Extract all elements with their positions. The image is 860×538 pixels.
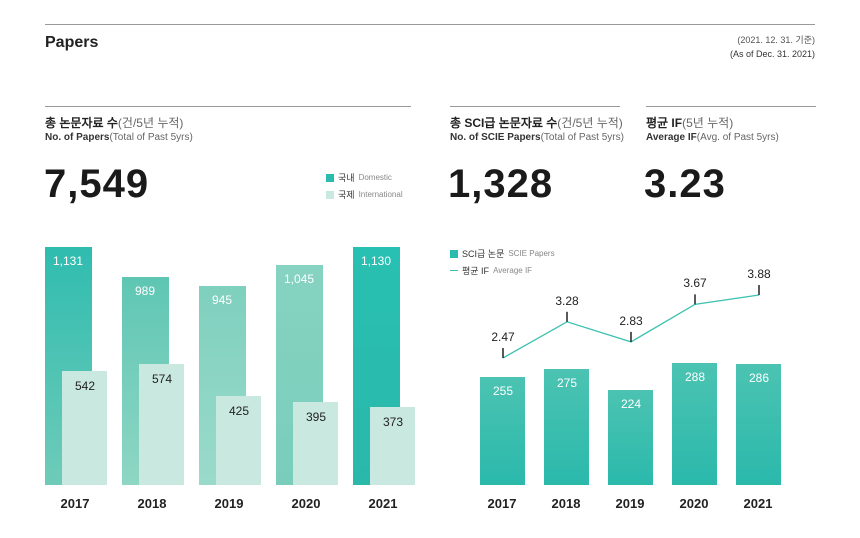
label-international: 373 [382, 414, 404, 429]
year-label: 2018 [137, 496, 167, 511]
bar-international [216, 395, 261, 485]
label-sci: 275 [556, 375, 578, 390]
year-label: 2021 [368, 496, 398, 511]
total-subtitle: No. of Papers(Total of Past 5yrs) [45, 132, 193, 143]
label-if: 3.28 [555, 293, 579, 308]
date-en: (As of Dec. 31. 2021) [729, 49, 815, 59]
year-label: 2020 [679, 496, 709, 511]
label-if: 3.67 [683, 276, 707, 291]
sci-title: 총 SCI급 논문자료 수(건/5년 누적) [450, 116, 623, 130]
total-value: 7,549 [44, 162, 150, 206]
label-international: 574 [151, 372, 173, 387]
label-sci: 255 [492, 384, 514, 398]
year-label: 2021 [743, 496, 773, 511]
year-label: 2020 [291, 496, 321, 511]
label-domestic: 1,045 [283, 272, 315, 287]
label-domestic: 1,130 [360, 254, 392, 269]
date-note: (2021. 12. 31. 기준) (As of Dec. 31. 2021) [730, 33, 815, 59]
label-domestic: 989 [134, 283, 156, 298]
legend-international: 국제 International [326, 188, 403, 201]
rule-sci [450, 106, 620, 107]
avg-value: 3.23 [644, 162, 726, 206]
top-rule [45, 24, 815, 25]
date-ko: (2021. 12. 31. 기준) [737, 35, 815, 45]
rule-avg [646, 106, 816, 107]
bar-international [293, 401, 338, 485]
label-sci: 286 [748, 370, 770, 385]
bar-sci [736, 363, 781, 485]
rule-total [45, 106, 411, 107]
label-domestic: 945 [211, 293, 233, 308]
page-title: Papers [45, 34, 99, 51]
label-sci: 288 [684, 370, 706, 385]
label-international: 425 [228, 403, 250, 418]
legend-left: 국내 Domestic 국제 International [326, 171, 403, 201]
year-label: 2017 [60, 496, 90, 511]
bar-international [62, 370, 107, 485]
label-sci: 224 [620, 397, 642, 412]
legend-domestic: 국내 Domestic [326, 171, 403, 184]
year-label: 2018 [551, 496, 581, 511]
legend-if: 평균 IF Average IF [450, 264, 555, 277]
bar-international [139, 364, 184, 485]
bar-international [370, 406, 415, 485]
if-line [502, 294, 760, 359]
label-international: 395 [305, 409, 327, 424]
bar-sci [480, 377, 525, 485]
label-if: 2.47 [491, 330, 515, 344]
label-international: 542 [74, 378, 96, 393]
label-domestic: 1,131 [52, 254, 84, 269]
year-label: 2019 [214, 496, 244, 511]
avg-title: 평균 IF(5년 누적) [646, 116, 734, 130]
sci-value: 1,328 [448, 162, 554, 206]
label-if: 2.83 [619, 313, 643, 328]
legend-right: SCI급 논문 SCIE Papers 평균 IF Average IF [450, 247, 555, 277]
year-label: 2017 [487, 496, 517, 511]
bar-sci [608, 390, 653, 485]
total-title: 총 논문자료 수(건/5년 누적) [45, 116, 184, 130]
label-if: 3.88 [747, 266, 771, 281]
bar-sci [544, 368, 589, 485]
year-label: 2019 [615, 496, 645, 511]
avg-subtitle: Average IF(Avg. of Past 5yrs) [646, 132, 779, 143]
bar-sci [672, 363, 717, 485]
sci-subtitle: No. of SCIE Papers(Total of Past 5yrs) [450, 132, 624, 143]
legend-sci: SCI급 논문 SCIE Papers [450, 247, 555, 260]
